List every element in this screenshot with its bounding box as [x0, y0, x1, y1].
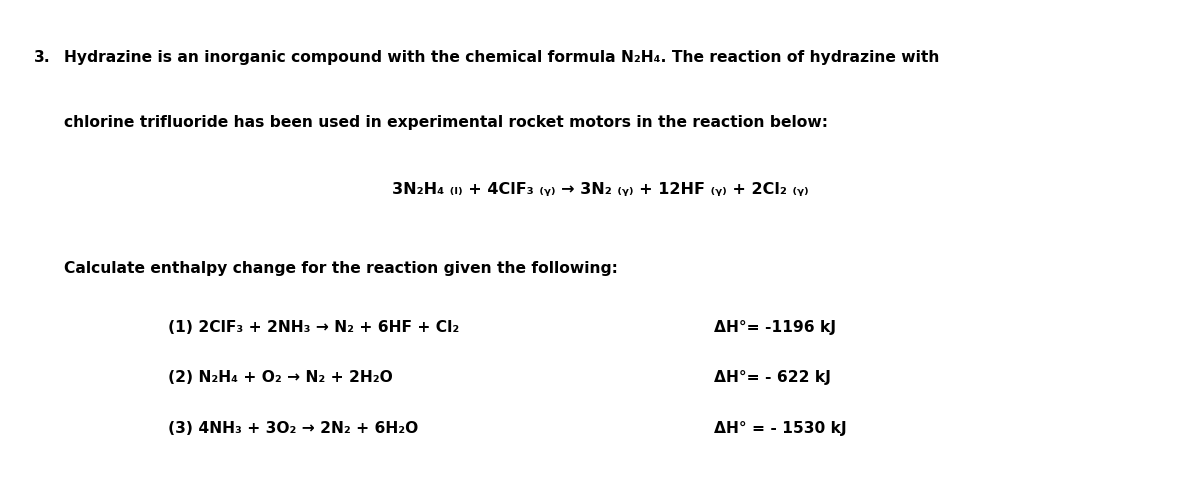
- Text: (3) 4NH₃ + 3O₂ → 2N₂ + 6H₂O: (3) 4NH₃ + 3O₂ → 2N₂ + 6H₂O: [168, 421, 419, 435]
- Text: (1) 2ClF₃ + 2NH₃ → N₂ + 6HF + Cl₂: (1) 2ClF₃ + 2NH₃ → N₂ + 6HF + Cl₂: [168, 320, 460, 335]
- Text: chlorine trifluoride has been used in experimental rocket motors in the reaction: chlorine trifluoride has been used in ex…: [64, 115, 828, 130]
- Text: (2) N₂H₄ + O₂ → N₂ + 2H₂O: (2) N₂H₄ + O₂ → N₂ + 2H₂O: [168, 370, 392, 385]
- Text: 3N₂H₄ ₍ₗ₎ + 4ClF₃ ₍ᵧ₎ → 3N₂ ₍ᵧ₎ + 12HF ₍ᵧ₎ + 2Cl₂ ₍ᵧ₎: 3N₂H₄ ₍ₗ₎ + 4ClF₃ ₍ᵧ₎ → 3N₂ ₍ᵧ₎ + 12HF ₍…: [391, 182, 809, 196]
- Text: 3.: 3.: [34, 50, 50, 65]
- Text: ΔH°= -1196 kJ: ΔH°= -1196 kJ: [714, 320, 836, 335]
- Text: ΔH° = - 1530 kJ: ΔH° = - 1530 kJ: [714, 421, 847, 435]
- Text: Calculate enthalpy change for the reaction given the following:: Calculate enthalpy change for the reacti…: [64, 261, 618, 275]
- Text: Hydrazine is an inorganic compound with the chemical formula N₂H₄. The reaction : Hydrazine is an inorganic compound with …: [64, 50, 938, 65]
- Text: ΔH°= - 622 kJ: ΔH°= - 622 kJ: [714, 370, 830, 385]
